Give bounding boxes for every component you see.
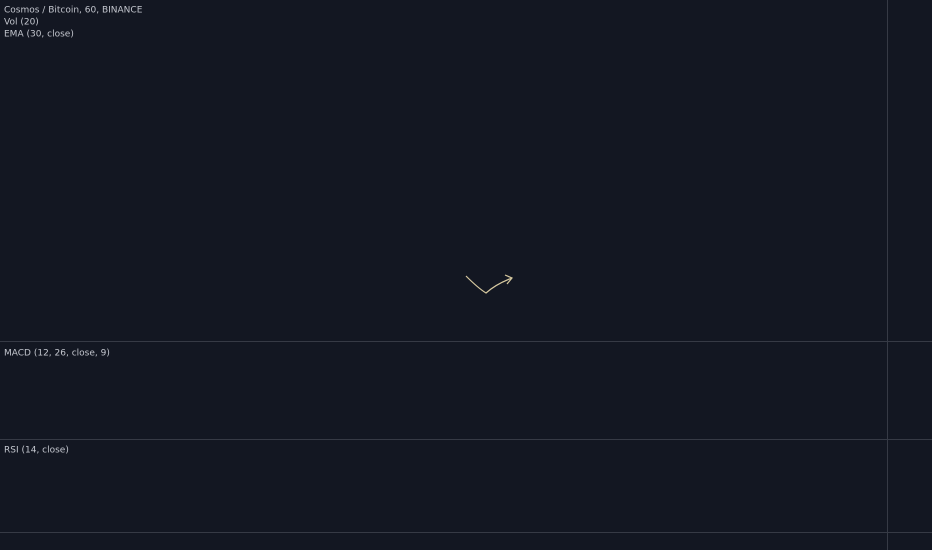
rsi-legend: RSI (14, close) (4, 446, 69, 456)
chart-title: Cosmos / Bitcoin, 60, BINANCE (4, 6, 143, 16)
ema-legend: EMA (30, close) (4, 30, 74, 40)
volume-legend: Vol (20) (4, 18, 39, 28)
projection-arrow (465, 274, 513, 294)
labels-layer: Cosmos / Bitcoin, 60, BINANCE Vol (20) E… (4, 6, 143, 456)
macd-legend: MACD (12, 26, close, 9) (4, 349, 110, 359)
